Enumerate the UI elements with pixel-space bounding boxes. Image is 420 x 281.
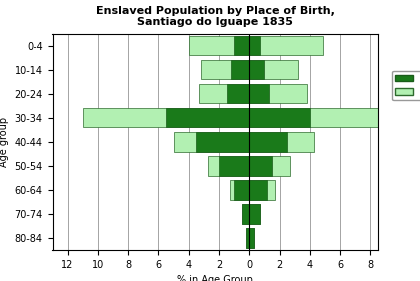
Bar (246, 228, 249, 248)
Bar (249, 228, 254, 248)
Bar (234, 180, 249, 200)
Bar (173, 132, 249, 151)
Bar (249, 156, 272, 176)
X-axis label: % in Age Group: % in Age Group (177, 275, 253, 281)
Bar (249, 132, 315, 151)
Bar (230, 180, 249, 200)
Bar (249, 60, 265, 80)
Bar (249, 204, 260, 224)
Bar (242, 204, 249, 224)
Bar (249, 84, 269, 103)
Bar (242, 204, 249, 224)
Bar (249, 60, 298, 80)
Bar (249, 204, 260, 224)
Bar (83, 108, 249, 128)
Bar (231, 60, 249, 80)
Bar (201, 60, 249, 80)
Bar (208, 156, 249, 176)
Bar (234, 36, 249, 55)
Bar (249, 156, 290, 176)
Bar (249, 180, 268, 200)
Bar (249, 36, 260, 55)
Bar (200, 84, 249, 103)
Bar (249, 36, 323, 55)
Title: Enslaved Population by Place of Birth,
Santiago do Iguape 1835: Enslaved Population by Place of Birth, S… (96, 6, 335, 27)
Bar (196, 132, 249, 151)
Bar (227, 84, 249, 103)
Bar (189, 36, 249, 55)
Bar (249, 228, 254, 248)
Bar (249, 84, 307, 103)
Bar (249, 108, 408, 128)
Bar (249, 108, 310, 128)
Bar (166, 108, 249, 128)
Legend: African Born, Brazilian Born: African Born, Brazilian Born (392, 71, 420, 100)
Y-axis label: Age group: Age group (0, 117, 9, 167)
Bar (246, 228, 249, 248)
Bar (249, 180, 275, 200)
Bar (249, 132, 287, 151)
Bar (219, 156, 249, 176)
